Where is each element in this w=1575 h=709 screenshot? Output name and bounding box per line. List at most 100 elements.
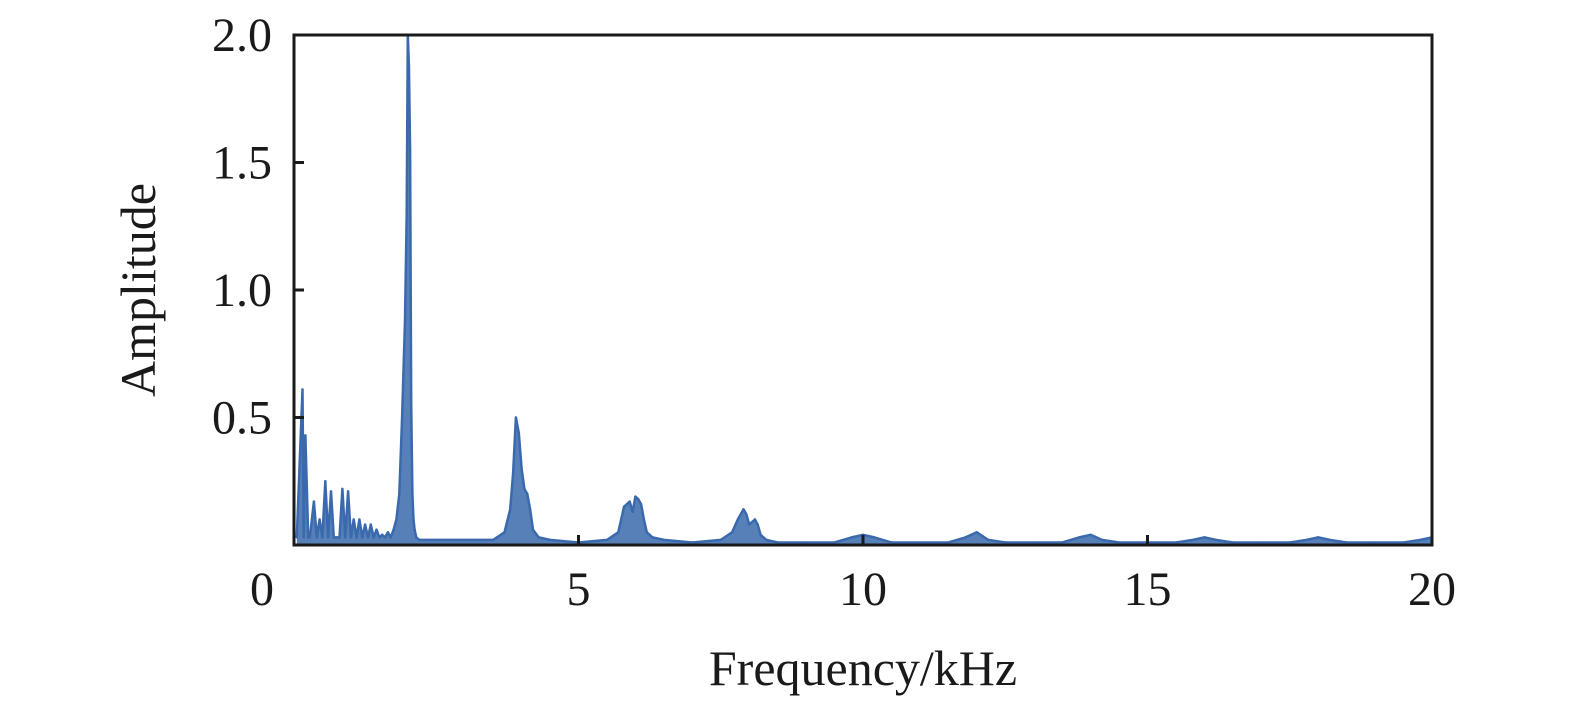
y-tick-label: 2.0 bbox=[212, 9, 272, 62]
spectrum-point bbox=[307, 536, 310, 539]
spectrum-point bbox=[407, 64, 411, 67]
spectrum-point bbox=[1203, 536, 1206, 539]
spectrum-point bbox=[639, 503, 643, 506]
spectrum-point bbox=[520, 467, 523, 470]
spectrum-point bbox=[509, 508, 512, 511]
spectrum-point bbox=[415, 536, 418, 539]
spectrum-point bbox=[383, 536, 387, 539]
spectrum-point bbox=[748, 523, 751, 526]
spectrum-point bbox=[344, 536, 347, 539]
spectrum-point bbox=[759, 533, 762, 536]
spectrum-point bbox=[628, 500, 631, 503]
spectrum-point bbox=[321, 536, 324, 539]
spectrum-point bbox=[326, 536, 330, 539]
spectrum-point bbox=[1419, 538, 1422, 542]
plot-frame bbox=[292, 33, 1434, 547]
spectrum-point bbox=[413, 528, 416, 531]
spectrum-point bbox=[918, 541, 922, 544]
spectrum-point bbox=[1089, 533, 1092, 536]
spectrum-point bbox=[1231, 541, 1235, 544]
spectrum-point bbox=[645, 531, 648, 534]
spectrum-point bbox=[304, 434, 307, 437]
spectrum-point bbox=[398, 492, 401, 496]
spectrum-line bbox=[295, 33, 1433, 544]
spectrum-point bbox=[358, 518, 361, 521]
spectrum-point bbox=[634, 495, 637, 498]
spectrum-point bbox=[514, 416, 518, 419]
tick-layer: 0 5 10 15 20 0.5 1.0 1.5 2.0 bbox=[212, 9, 1456, 616]
spectrum-point bbox=[1214, 538, 1218, 542]
spectrum-point bbox=[352, 518, 355, 521]
spectrum-point bbox=[745, 513, 748, 516]
spectrum-point bbox=[423, 538, 427, 542]
spectrum-point bbox=[528, 508, 532, 511]
spectrum-point bbox=[1061, 541, 1064, 544]
spectrum-point bbox=[617, 531, 620, 534]
spectrum-point bbox=[511, 472, 515, 475]
spectrum-point bbox=[742, 508, 745, 511]
spectrum-point bbox=[435, 538, 438, 542]
x-axis-title: Frequency/kHz bbox=[709, 640, 1017, 696]
spectrum-point bbox=[1317, 536, 1320, 539]
spectrum-point bbox=[361, 536, 364, 539]
spectrum-point bbox=[637, 497, 640, 501]
series-layer bbox=[295, 33, 1434, 545]
spectrum-point bbox=[1328, 538, 1331, 542]
spectrum-point bbox=[295, 536, 298, 539]
spectrum-point bbox=[850, 536, 853, 539]
spectrum-point bbox=[392, 528, 395, 531]
spectrum-point bbox=[1117, 541, 1121, 544]
spectrum-point bbox=[964, 536, 967, 539]
spectrum-point bbox=[418, 538, 421, 542]
x-tick-label: 5 bbox=[567, 563, 591, 616]
spectrum-point bbox=[947, 541, 950, 544]
spectrum-point bbox=[753, 518, 757, 521]
spectrum-point bbox=[410, 403, 413, 406]
spectrum-point bbox=[526, 492, 529, 496]
spectrum-point bbox=[1373, 541, 1377, 544]
spectrum-point bbox=[736, 518, 739, 521]
spectrum-point bbox=[1078, 536, 1081, 539]
spectrum-point bbox=[389, 536, 392, 539]
spectrum-point bbox=[1191, 538, 1195, 542]
spectrum-point bbox=[491, 538, 495, 542]
spectrum-point bbox=[537, 536, 540, 539]
spectrum-point bbox=[1260, 541, 1263, 544]
spectrum-point bbox=[622, 505, 626, 508]
spectrum-point bbox=[804, 541, 808, 544]
spectrum-point bbox=[372, 536, 375, 539]
x-tick-label: 15 bbox=[1124, 563, 1172, 616]
spectrum-point bbox=[349, 536, 353, 539]
spectrum-point bbox=[312, 500, 316, 503]
spectrum-point bbox=[324, 480, 327, 483]
spectrum-point bbox=[631, 510, 634, 514]
spectrum-point bbox=[332, 536, 335, 539]
spectrum-point bbox=[341, 487, 344, 491]
spectrum-point bbox=[605, 538, 609, 542]
spectrum-point bbox=[503, 531, 506, 534]
spectrum-point bbox=[765, 538, 768, 542]
spectrum-point bbox=[1402, 541, 1405, 544]
spectrum-point bbox=[375, 528, 378, 531]
spectrum-point bbox=[890, 541, 893, 544]
spectrum-point bbox=[523, 487, 526, 491]
spectrum-point bbox=[405, 212, 408, 215]
spectrum-point bbox=[408, 148, 412, 151]
spectrum-point bbox=[338, 536, 341, 539]
spectrum-point bbox=[776, 541, 779, 544]
x-tick-label: 0 bbox=[250, 563, 274, 616]
spectrum-point bbox=[346, 490, 350, 493]
spectrum-point bbox=[1345, 541, 1348, 544]
spectrum-point bbox=[873, 536, 876, 539]
spectrum-point bbox=[1174, 541, 1178, 544]
plot-area bbox=[294, 35, 1432, 545]
spectrum-point bbox=[691, 541, 694, 544]
x-tick-label: 10 bbox=[839, 563, 887, 616]
spectrum-point bbox=[403, 319, 407, 322]
spectrum-point bbox=[651, 536, 654, 539]
spectrum-point bbox=[756, 523, 759, 526]
spectrum-point bbox=[395, 518, 398, 521]
spectrum-point bbox=[1100, 538, 1104, 542]
spectrum-point bbox=[987, 538, 990, 542]
